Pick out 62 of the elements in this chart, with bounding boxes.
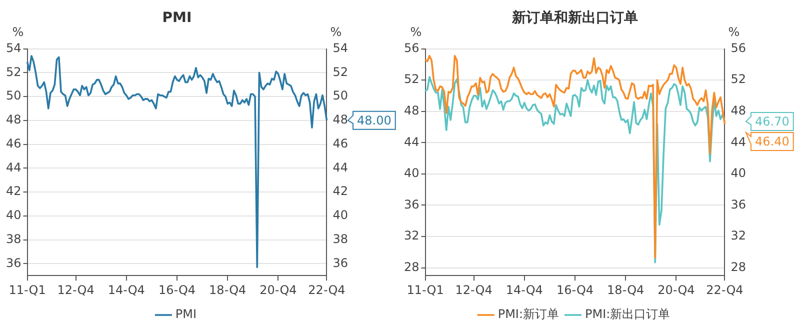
- y-tick-label: 44: [404, 134, 420, 149]
- y-tick-label: 32: [404, 228, 420, 243]
- chart-title: 新订单和新出口订单: [511, 9, 638, 26]
- y-tick-label: 52: [404, 72, 420, 86]
- y2-tick-label: 40: [730, 166, 746, 180]
- y2-tick-label: 50: [332, 88, 348, 103]
- x-tick-label: 18-Q4: [209, 282, 246, 297]
- y2-tick-label: 38: [332, 232, 348, 246]
- x-tick-label: 14-Q4: [108, 282, 145, 297]
- x-tick-label: 20-Q4: [658, 282, 695, 297]
- x-tick-label: 22-Q4: [706, 282, 744, 297]
- x-tick-label: 12-Q4: [455, 282, 492, 297]
- x-tick-label: 11-Q1: [406, 282, 444, 297]
- y-tick-label: 28: [404, 260, 420, 274]
- annotation: 46.40: [755, 134, 790, 149]
- y-tick-label: 46: [6, 136, 22, 150]
- legend-label: PMI:新出口订单: [585, 307, 670, 322]
- y2-axis-title: %: [330, 24, 342, 39]
- y-tick-label: 48: [404, 103, 420, 118]
- x-tick-label: 20-Q4: [260, 282, 297, 297]
- y-tick-label: 52: [6, 64, 22, 79]
- y2-tick-label: 42: [332, 184, 348, 198]
- y2-tick-label: 54: [332, 40, 348, 55]
- y2-tick-label: 36: [332, 256, 348, 270]
- y2-tick-label: 48: [332, 112, 348, 127]
- y-tick-label: 50: [6, 88, 22, 103]
- y2-tick-label: 52: [730, 72, 746, 86]
- y2-tick-label: 28: [730, 260, 746, 274]
- x-tick-label: 22-Q4: [308, 282, 346, 297]
- y2-tick-label: 44: [332, 160, 348, 174]
- y-tick-label: 36: [6, 256, 22, 270]
- y2-tick-label: 36: [730, 197, 746, 212]
- y-axis-title: %: [410, 24, 422, 39]
- y2-tick-label: 32: [730, 228, 746, 243]
- y-axis-title: %: [12, 24, 24, 39]
- y2-tick-label: 44: [730, 134, 746, 149]
- y-tick-label: 56: [404, 40, 420, 55]
- y2-axis-title: %: [728, 24, 740, 39]
- y-tick-label: 48: [6, 112, 22, 127]
- y2-tick-label: 40: [332, 208, 348, 222]
- y2-tick-label: 48: [730, 103, 746, 118]
- y2-tick-label: 46: [332, 136, 348, 150]
- y-tick-label: 40: [6, 208, 22, 222]
- y-tick-label: 44: [6, 160, 22, 174]
- legend-label: PMI: [175, 307, 197, 322]
- x-tick-label: 16-Q4: [556, 282, 594, 297]
- y-tick-label: 38: [6, 232, 22, 246]
- annotation: 46.70: [755, 114, 790, 129]
- y2-tick-label: 52: [332, 64, 348, 79]
- chart-title: PMI: [162, 10, 192, 26]
- annotation: 48.00: [357, 114, 392, 128]
- y-tick-label: 54: [6, 40, 22, 55]
- x-tick-label: 11-Q1: [8, 282, 46, 297]
- y-tick-label: 40: [404, 166, 420, 180]
- y-tick-label: 36: [404, 197, 420, 212]
- y2-tick-label: 56: [730, 40, 746, 55]
- x-tick-label: 16-Q4: [158, 282, 196, 297]
- y-tick-label: 42: [6, 184, 22, 198]
- legend-label: PMI:新订单: [498, 307, 559, 322]
- x-tick-label: 18-Q4: [607, 282, 644, 297]
- x-tick-label: 14-Q4: [506, 282, 543, 297]
- x-tick-label: 12-Q4: [57, 282, 94, 297]
